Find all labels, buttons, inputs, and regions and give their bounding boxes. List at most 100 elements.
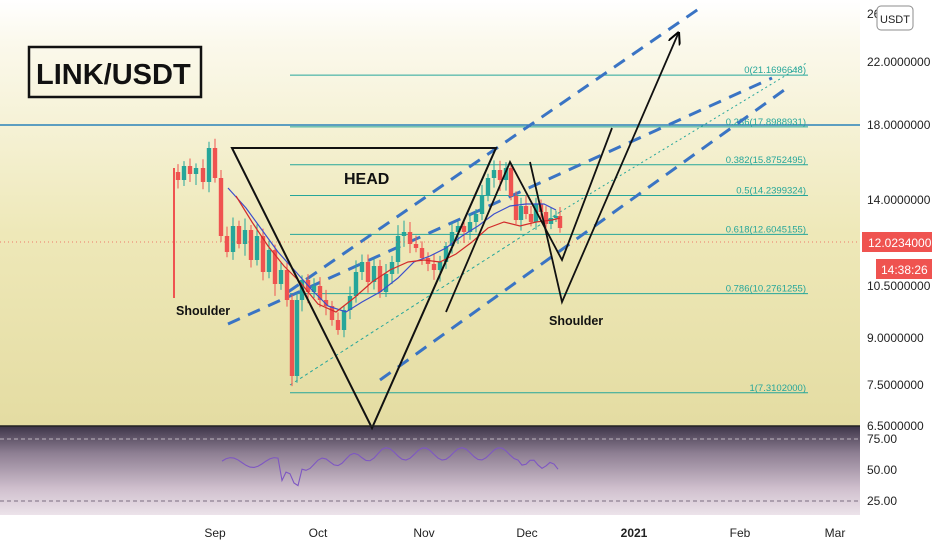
candle-body [254, 236, 260, 260]
candle-body [187, 166, 193, 174]
candle-body [518, 206, 524, 220]
candle-body [449, 232, 455, 246]
moving-average-blue [227, 187, 557, 313]
candle-body [341, 310, 347, 330]
candle-body [479, 196, 485, 214]
candle-body [200, 168, 206, 182]
candle-body [294, 300, 300, 376]
candle-body [413, 244, 419, 248]
candle-body [503, 168, 509, 180]
candle-body [329, 306, 335, 320]
rsi-tick-label: 25.00 [867, 494, 897, 508]
candle-body [377, 266, 383, 292]
rsi-pane-background [0, 426, 860, 515]
symbol-title-box: LINK/USDT [27, 45, 203, 99]
candle-body [193, 168, 199, 174]
rsi-line [221, 447, 559, 487]
candle-body [347, 296, 353, 310]
candle-body [248, 230, 254, 260]
time-tick-label: Dec [516, 526, 537, 540]
candle-body [443, 246, 449, 262]
candle-body [528, 214, 534, 222]
moving-averages [0, 187, 860, 313]
time-tick-label: 2021 [621, 526, 648, 540]
ascending-channel [227, 6, 788, 382]
time-tick-label: Oct [309, 526, 328, 540]
candle-body [260, 236, 266, 272]
candle-body [513, 196, 519, 220]
fib-level-label: 0.618(12.6045155) [726, 224, 806, 235]
candle-body [266, 250, 272, 272]
candle-body [353, 272, 359, 296]
candle-body [419, 248, 425, 258]
candle-body [548, 218, 554, 224]
candle-body [485, 178, 491, 196]
rsi-line-path [221, 447, 559, 487]
candle-body [236, 226, 242, 244]
candle-body [323, 300, 329, 306]
candle-body [543, 212, 549, 224]
candle-body [175, 172, 181, 180]
time-axis [0, 515, 860, 550]
candle-body [317, 286, 323, 300]
candle-body [181, 166, 187, 180]
candle-body [365, 262, 371, 282]
candle-body [383, 274, 389, 292]
candle-body [389, 262, 395, 274]
candle-body [508, 168, 514, 196]
head-label: HEAD [344, 171, 389, 188]
time-tick-label: Feb [730, 526, 751, 540]
candle-body [212, 148, 218, 178]
candle-body [473, 214, 479, 222]
candle-body [407, 232, 413, 244]
price-tick-label: 9.0000000 [867, 331, 924, 345]
axis-labels: 6.5000000 7.5000000 9.0000000 10.5000000 14.… [204, 7, 930, 540]
candle-body [272, 250, 278, 284]
candle-body [278, 270, 284, 284]
candle-body [553, 216, 559, 218]
price-tick-label: 22.0000000 [867, 55, 931, 69]
candle-body [311, 286, 317, 292]
candle-body [395, 236, 401, 262]
last-price-value: 12.0234000 [868, 236, 932, 250]
candle-body [431, 264, 437, 270]
bar-countdown: 14:38:26 [881, 263, 928, 277]
price-tick-label: 14.0000000 [867, 193, 931, 207]
candle-body [497, 170, 503, 180]
candle-body [491, 170, 497, 178]
currency-badge[interactable]: USDT [876, 5, 914, 31]
moving-average-red [235, 195, 561, 313]
candle-body [289, 300, 295, 376]
head-and-shoulders-drawing [230, 34, 678, 431]
candle-body [359, 262, 365, 272]
channel-upper-line [287, 6, 701, 294]
time-tick-label: Nov [413, 526, 434, 540]
candle-body [371, 266, 377, 282]
projection-path-arrow [529, 34, 678, 305]
candle-body [557, 216, 563, 228]
last-price-tag: 12.0234000 14:38:26 [862, 232, 932, 279]
left-shoulder-label: Shoulder [176, 304, 230, 318]
candle-body [284, 270, 290, 300]
fib-level-label: 0.236(17.8988931) [726, 117, 806, 128]
candle-body [230, 226, 236, 252]
channel-lower-line [379, 86, 788, 382]
channel-middle-line [227, 76, 773, 326]
right-shoulder-label: Shoulder [549, 314, 603, 328]
price-tick-label: 10.5000000 [867, 279, 931, 293]
currency-label: USDT [880, 14, 910, 26]
fib-level-label: 0.382(15.8752495) [726, 155, 806, 166]
fib-level-label: 0.786(10.2761255) [726, 284, 806, 295]
candle-body [218, 178, 224, 236]
fib-level-label: 0(21.1696648) [744, 65, 806, 76]
price-tick-label: 7.5000000 [867, 378, 924, 392]
candle-body [224, 236, 230, 252]
candle-body [533, 204, 539, 222]
fib-trend-extension [559, 61, 809, 213]
candle-body [437, 262, 443, 270]
price-tick-label: 18.0000000 [867, 118, 931, 132]
projection-path-upper [445, 127, 613, 313]
symbol-title: LINK/USDT [36, 59, 191, 91]
